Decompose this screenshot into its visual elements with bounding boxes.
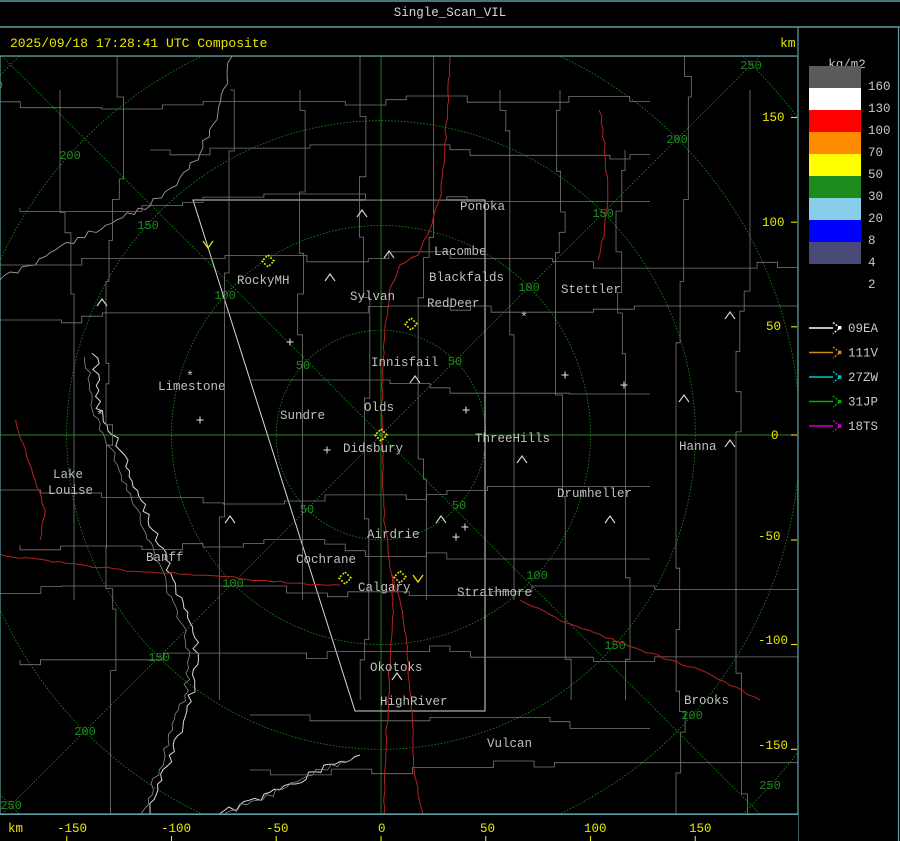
svg-text:50: 50 xyxy=(766,320,781,334)
svg-text:31JP: 31JP xyxy=(848,396,878,410)
svg-text:ThreeHills: ThreeHills xyxy=(475,432,550,446)
svg-text:Drumheller: Drumheller xyxy=(557,487,632,501)
svg-text:Blackfalds: Blackfalds xyxy=(429,271,504,285)
svg-text:50: 50 xyxy=(448,355,462,369)
svg-text:Louise: Louise xyxy=(48,484,93,498)
svg-text:50: 50 xyxy=(452,499,466,513)
svg-text:Airdrie: Airdrie xyxy=(367,528,420,542)
svg-text:Okotoks: Okotoks xyxy=(370,661,423,675)
svg-text:Cochrane: Cochrane xyxy=(296,553,356,567)
svg-text:0: 0 xyxy=(378,822,386,836)
svg-text:250: 250 xyxy=(759,779,781,793)
svg-text:150: 150 xyxy=(762,111,785,125)
svg-text:*: * xyxy=(186,369,194,384)
svg-text:50: 50 xyxy=(480,822,495,836)
svg-text:50: 50 xyxy=(300,503,314,517)
svg-text:150: 150 xyxy=(137,219,159,233)
svg-text:160: 160 xyxy=(868,80,891,94)
svg-text:Brooks: Brooks xyxy=(684,694,729,708)
svg-text:HighRiver: HighRiver xyxy=(380,695,448,709)
svg-text:*: * xyxy=(96,408,104,423)
svg-text:Hanna: Hanna xyxy=(679,440,717,454)
svg-text:RockyMH: RockyMH xyxy=(237,274,290,288)
svg-text:-150: -150 xyxy=(57,822,87,836)
svg-text:200: 200 xyxy=(666,133,688,147)
svg-text:Sundre: Sundre xyxy=(280,409,325,423)
svg-text:50: 50 xyxy=(296,359,310,373)
svg-text:Banff: Banff xyxy=(146,551,184,565)
svg-text:100: 100 xyxy=(526,569,548,583)
svg-text:Strathmore: Strathmore xyxy=(457,586,532,600)
svg-text:Calgary: Calgary xyxy=(358,581,411,595)
svg-text:2025/09/18 17:28:41 UTC Compos: 2025/09/18 17:28:41 UTC Composite xyxy=(10,36,267,51)
svg-text:Single_Scan_VIL: Single_Scan_VIL xyxy=(394,6,507,20)
svg-text:130: 130 xyxy=(868,102,891,116)
svg-text:100: 100 xyxy=(762,216,785,230)
svg-text:200: 200 xyxy=(681,709,703,723)
svg-text:Sylvan: Sylvan xyxy=(350,290,395,304)
svg-text:2: 2 xyxy=(868,278,876,292)
svg-text:18TS: 18TS xyxy=(848,420,878,434)
svg-text:250: 250 xyxy=(0,799,22,813)
svg-text:100: 100 xyxy=(584,822,607,836)
svg-text:Didsbury: Didsbury xyxy=(343,442,404,456)
svg-text:Lake: Lake xyxy=(53,468,83,482)
svg-text:km: km xyxy=(780,36,796,51)
svg-text:4: 4 xyxy=(868,256,876,270)
svg-text:70: 70 xyxy=(868,146,883,160)
svg-text:-50: -50 xyxy=(758,530,781,544)
svg-text:Olds: Olds xyxy=(364,401,394,415)
svg-text:-100: -100 xyxy=(758,634,788,648)
svg-text:-100: -100 xyxy=(161,822,191,836)
svg-text:100: 100 xyxy=(868,124,891,138)
svg-text:Stettler: Stettler xyxy=(561,283,621,297)
svg-text:50: 50 xyxy=(868,168,883,182)
svg-text:30: 30 xyxy=(868,190,883,204)
svg-text:Ponoka: Ponoka xyxy=(460,200,506,214)
svg-text:250: 250 xyxy=(740,59,762,73)
svg-text:111V: 111V xyxy=(848,347,879,361)
svg-text:-150: -150 xyxy=(758,739,788,753)
svg-text:20: 20 xyxy=(868,212,883,226)
svg-text:Vulcan: Vulcan xyxy=(487,737,532,751)
svg-text:150: 150 xyxy=(689,822,712,836)
svg-text:27ZW: 27ZW xyxy=(848,371,879,385)
svg-text:150: 150 xyxy=(592,207,614,221)
svg-text:RedDeer: RedDeer xyxy=(427,297,480,311)
svg-text:200: 200 xyxy=(59,149,81,163)
svg-text:Innisfail: Innisfail xyxy=(371,356,439,370)
svg-text:8: 8 xyxy=(868,234,876,248)
svg-text:200: 200 xyxy=(74,725,96,739)
svg-text:km: km xyxy=(8,822,23,836)
svg-text:0: 0 xyxy=(771,429,779,443)
svg-text:-50: -50 xyxy=(266,822,289,836)
svg-text:Lacombe: Lacombe xyxy=(434,245,487,259)
svg-text:*: * xyxy=(520,310,528,325)
svg-text:09EA: 09EA xyxy=(848,322,879,336)
svg-text:100: 100 xyxy=(518,281,540,295)
